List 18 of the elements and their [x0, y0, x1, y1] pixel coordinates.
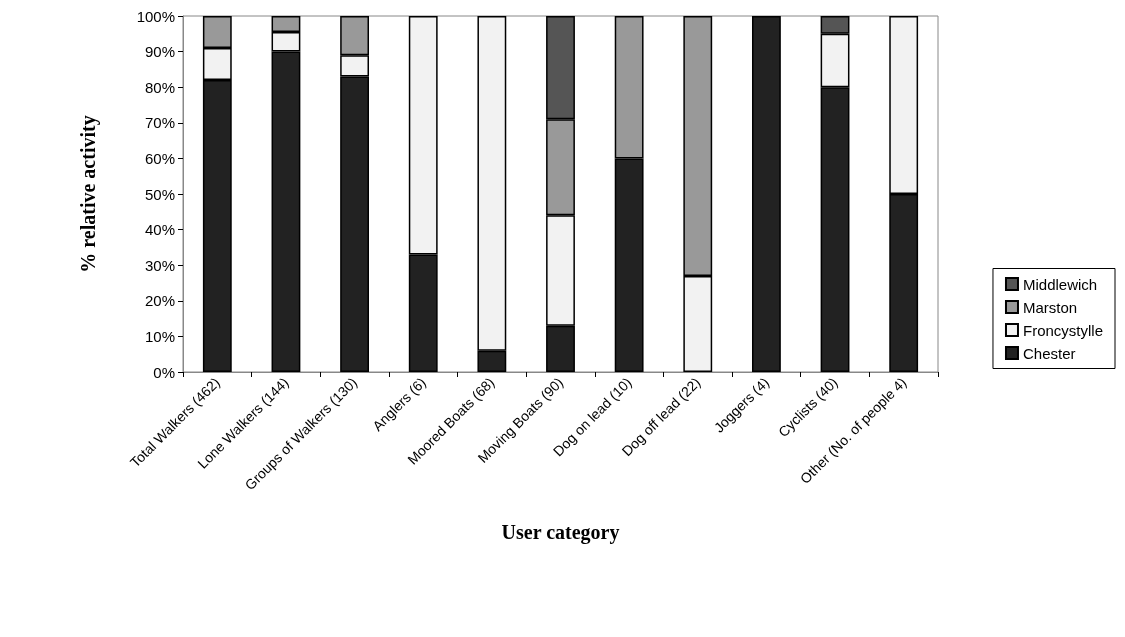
y-tick-label: 10%	[144, 327, 175, 345]
legend-label: Froncystylle	[1022, 321, 1104, 339]
y-tick-label: 80%	[144, 78, 175, 96]
y-tick-label: 90%	[144, 43, 175, 61]
y-tick-label: 20%	[144, 292, 175, 310]
legend-label: Middlewich	[1022, 275, 1098, 293]
y-tick-label: 50%	[144, 185, 175, 203]
y-tick-label: 0%	[153, 363, 175, 381]
legend-label: Chester	[1022, 344, 1076, 362]
y-tick-label: 70%	[144, 114, 175, 132]
y-tick-label: 40%	[144, 221, 175, 239]
legend-label: Marston	[1022, 298, 1078, 316]
y-tick-label: 100%	[136, 7, 175, 25]
y-axis-title: % relative activity	[77, 115, 100, 273]
bar	[752, 16, 781, 372]
y-tick-label: 30%	[144, 256, 175, 274]
y-tick-label: 60%	[144, 149, 175, 167]
x-axis-title: User category	[501, 521, 620, 544]
